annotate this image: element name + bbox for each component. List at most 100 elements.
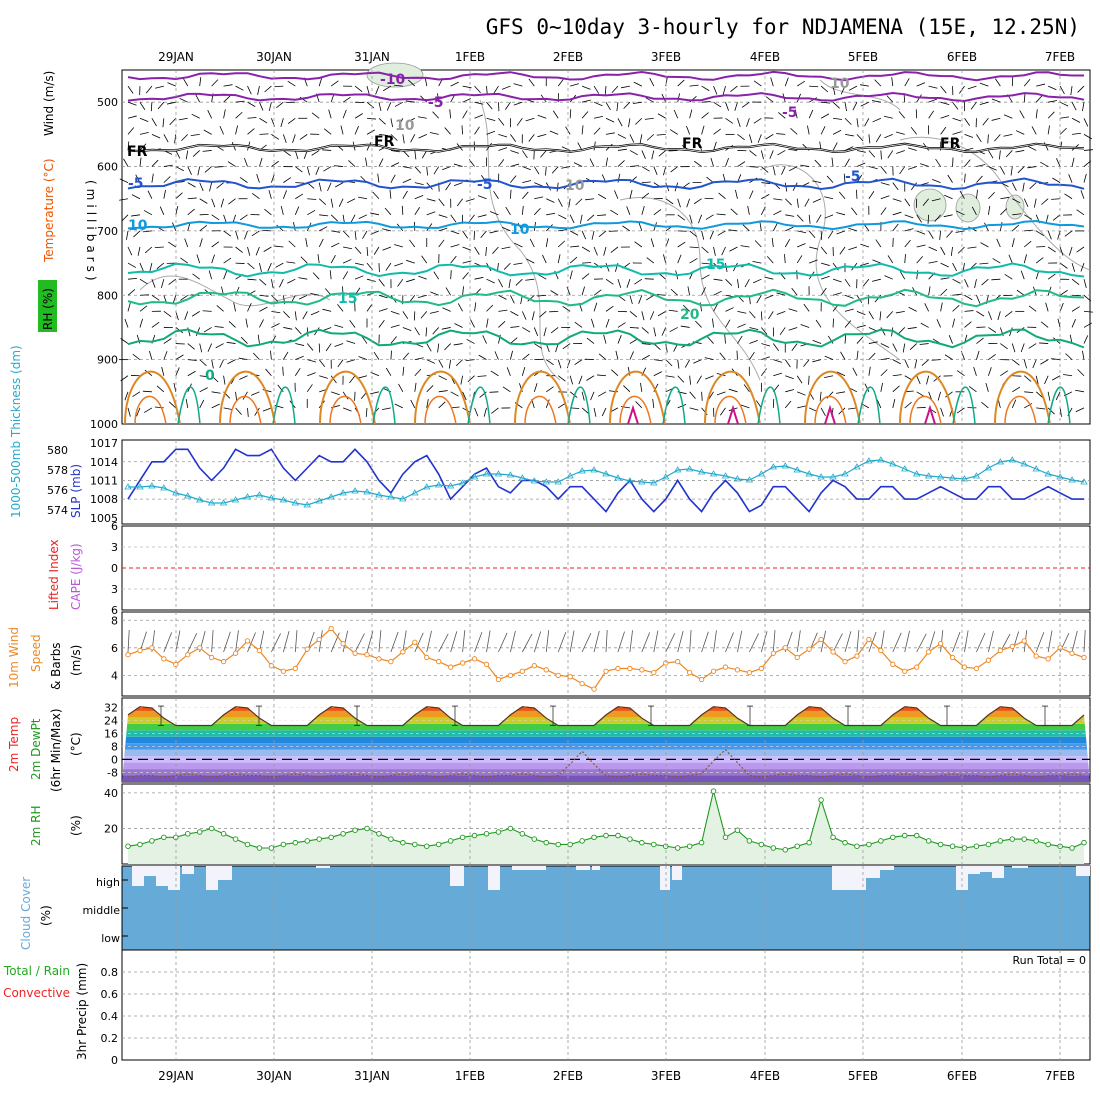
precip-frame: [121, 949, 1091, 1061]
wind-barb: [414, 166, 422, 174]
wind-barb: [1047, 407, 1055, 415]
contour-label: -10: [380, 72, 406, 88]
wind-barb: [149, 350, 153, 360]
wind-barb: [629, 165, 639, 167]
wind-barb: [868, 166, 878, 170]
wind10-barb: [856, 630, 860, 653]
wind-barb: [216, 305, 224, 312]
wind-barb: [634, 278, 643, 285]
wind10-point: [388, 658, 394, 665]
wind-barb: [932, 179, 941, 184]
wind-barb: [282, 134, 287, 144]
wind-barb: [537, 133, 547, 138]
wind-barb: [1047, 246, 1056, 253]
wind-barb: [394, 403, 404, 409]
wind-barb: [259, 319, 264, 328]
wind10-barb: [665, 633, 676, 653]
wind-barb: [204, 166, 212, 173]
wind-barb: [578, 375, 583, 385]
wind-barb: [190, 133, 200, 137]
wind-barb: [482, 335, 487, 344]
wind-barb: [417, 294, 427, 298]
wind-barb: [1020, 343, 1025, 353]
wind10-barb: [581, 632, 592, 653]
wind-barb: [492, 246, 499, 254]
wind-barb: [724, 334, 726, 344]
wind-barb: [744, 278, 750, 288]
wind-barb: [581, 85, 591, 90]
wind-barb: [450, 255, 457, 264]
wind-barb: [378, 133, 388, 136]
wind-barb: [976, 337, 984, 344]
wind-barb: [788, 308, 798, 312]
wind-barb: [898, 111, 906, 119]
wind-barb: [1003, 114, 1013, 119]
thickness-point: [685, 465, 694, 472]
cool-contour: [952, 386, 976, 425]
wind10-point: [615, 665, 621, 672]
wind-barb: [390, 310, 400, 315]
wind-barb: [610, 369, 619, 377]
wind-barb: [1029, 182, 1037, 190]
wind-barb: [139, 117, 149, 123]
upper-wind-barbs: [119, 77, 1094, 417]
wind-barb: [952, 305, 960, 312]
wind-barb: [641, 166, 650, 172]
rh2m-point: [220, 831, 227, 837]
wind-barb: [988, 205, 991, 215]
wind-barb: [142, 230, 152, 233]
cloud-high-bar: [968, 866, 980, 874]
wind-barb: [820, 85, 829, 93]
warm-contour: [899, 370, 956, 425]
wind-barb: [832, 86, 836, 95]
wind-barb: [533, 166, 540, 175]
wind-barb: [848, 246, 858, 251]
wind-barb: [747, 205, 750, 215]
wind-barb: [1011, 399, 1017, 409]
wind-barb: [329, 270, 332, 280]
wind10-point: [424, 654, 430, 661]
wind-barb: [809, 85, 819, 88]
wind-barb: [973, 367, 977, 376]
wind-barb: [307, 198, 317, 200]
wind-barb: [366, 101, 375, 109]
wind-barb: [151, 118, 157, 127]
wind-barb: [462, 110, 468, 119]
wind-barb: [489, 230, 499, 234]
wind-barb: [331, 230, 341, 233]
wind-barb: [761, 356, 770, 361]
temperature-label: Temperature (°C): [42, 158, 56, 263]
contour-label: 10: [830, 76, 850, 92]
warm-contour: [804, 370, 861, 425]
wind-barb: [641, 206, 645, 215]
wind-barb: [832, 101, 840, 109]
wind-barb: [1039, 342, 1049, 344]
thickness-point: [231, 496, 240, 503]
precip-axis-label: 3hr Precip (mm): [75, 963, 89, 1060]
wind-barb: [1075, 389, 1085, 393]
wind-barb: [1071, 262, 1076, 272]
wind-barb: [693, 359, 702, 364]
wind-barb: [477, 375, 487, 377]
wind-barb: [151, 173, 154, 183]
wind-barb: [908, 166, 917, 170]
date-label-top: 6FEB: [947, 50, 977, 64]
wind-barb: [570, 245, 580, 248]
hot-contour: [727, 404, 739, 425]
wind10-barb: [438, 633, 449, 653]
temp2m-tick-label: 8: [111, 740, 118, 753]
wind-barb: [228, 198, 236, 205]
wind-barb: [350, 214, 356, 223]
wind-barb: [414, 194, 424, 200]
wind-barb: [876, 399, 882, 409]
wind-barb: [342, 259, 352, 264]
wind-barb: [1083, 322, 1092, 328]
wind-barb: [1060, 116, 1070, 119]
wind-barb: [187, 166, 192, 175]
wind-barb: [749, 339, 758, 344]
slp-frame: [121, 439, 1091, 525]
rh2m-point: [412, 841, 418, 848]
wind-barb: [988, 191, 995, 200]
wind-barb: [892, 223, 899, 232]
